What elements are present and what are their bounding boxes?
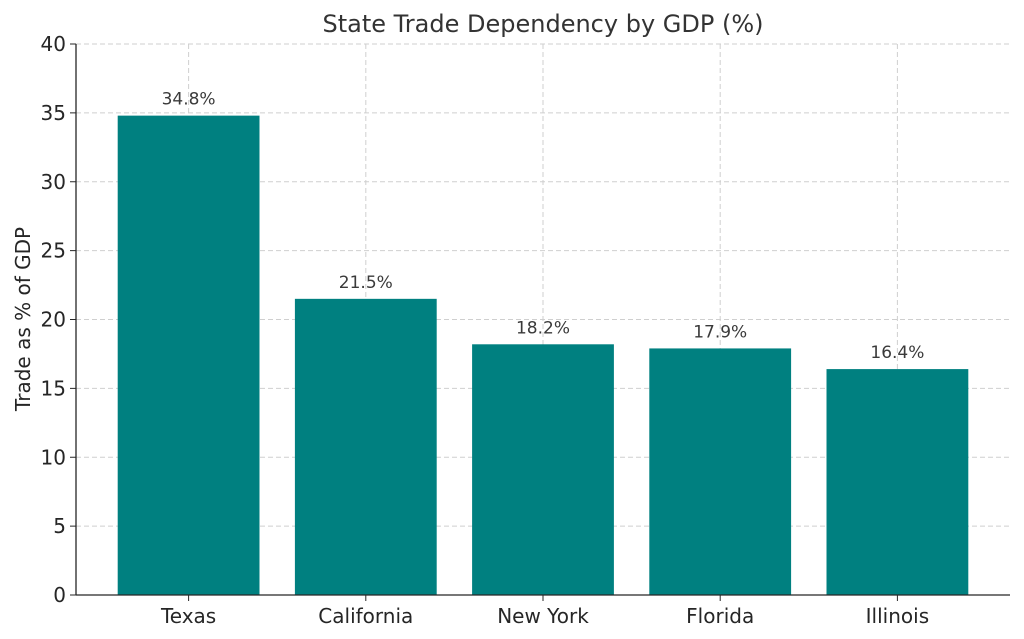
bar bbox=[649, 348, 792, 595]
ticks: 0 5 10 15 20 25 30 35 40 Texas California New York F… bbox=[41, 32, 930, 628]
bar bbox=[472, 344, 614, 595]
y-tick-label: 0 bbox=[53, 583, 66, 607]
y-tick-label: 40 bbox=[41, 32, 66, 56]
data-labels: 34.8% 21.5% 18.2% 17.9% 16.4% bbox=[162, 90, 925, 363]
x-tick-label: California bbox=[318, 604, 413, 628]
bar bbox=[826, 369, 969, 595]
y-tick-label: 20 bbox=[41, 308, 66, 332]
y-axis-label: Trade as % of GDP bbox=[11, 227, 35, 412]
bar-value-label: 18.2% bbox=[516, 318, 570, 338]
bar-value-label: 34.8% bbox=[162, 90, 216, 110]
bar bbox=[294, 298, 437, 595]
x-tick-label: Illinois bbox=[866, 604, 929, 628]
y-tick-label: 5 bbox=[53, 514, 66, 538]
bar-value-label: 21.5% bbox=[339, 273, 393, 293]
y-tick-label: 35 bbox=[41, 101, 66, 125]
bar-value-label: 17.9% bbox=[693, 322, 747, 342]
y-tick-label: 10 bbox=[41, 445, 66, 469]
y-tick-label: 25 bbox=[41, 239, 66, 263]
bar-value-label: 16.4% bbox=[870, 343, 924, 363]
x-tick-label: Texas bbox=[160, 604, 216, 628]
bar bbox=[117, 115, 260, 595]
chart-title: State Trade Dependency by GDP (%) bbox=[323, 10, 764, 38]
y-tick-label: 30 bbox=[41, 170, 66, 194]
bars bbox=[117, 115, 969, 595]
y-tick-label: 15 bbox=[41, 376, 66, 400]
x-tick-label: New York bbox=[497, 604, 589, 628]
x-tick-label: Florida bbox=[686, 604, 754, 628]
